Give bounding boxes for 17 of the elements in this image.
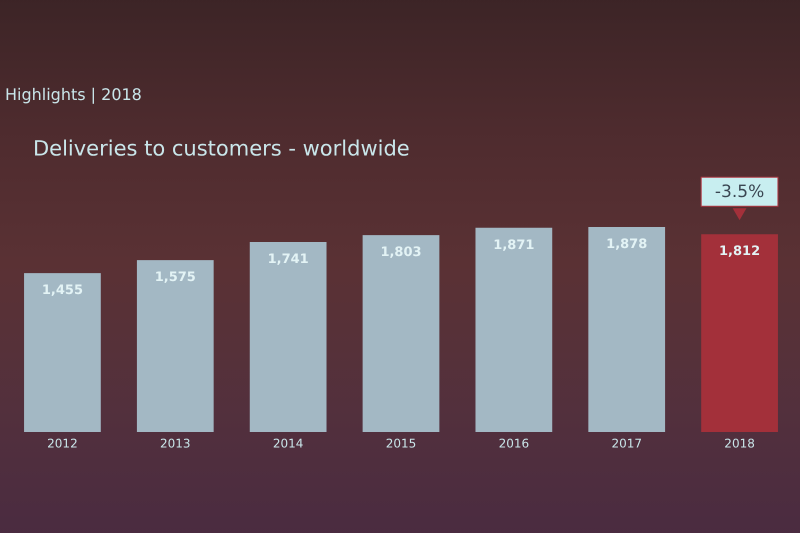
data-label: 1,871 (493, 238, 534, 253)
chart-title: Deliveries to customers - worldwide (33, 136, 410, 161)
x-tick-label: 2018 (724, 436, 755, 450)
annotation: -3.5% (714, 182, 764, 202)
x-tick-label: 2017 (611, 436, 642, 450)
x-tick-label: 2015 (386, 436, 416, 450)
data-label: 1,455 (42, 283, 83, 298)
data-label: 1,812 (719, 244, 760, 260)
x-tick-label: 2012 (47, 436, 78, 450)
data-label: 1,741 (268, 252, 309, 267)
x-tick-label: 2013 (160, 436, 191, 450)
x-tick-label: 2016 (498, 436, 530, 450)
data-label: 1,575 (154, 270, 196, 286)
data-label: 1,878 (606, 237, 648, 252)
data-label: 1,803 (380, 245, 422, 260)
x-tick-label: 2014 (272, 436, 304, 450)
chart-subtitle: Highlights | 2018 (5, 85, 142, 104)
